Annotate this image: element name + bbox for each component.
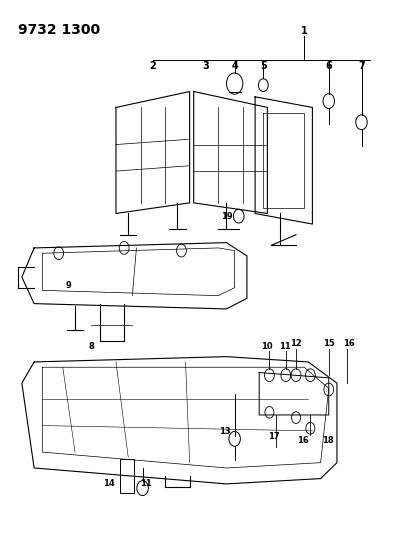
Text: 16: 16: [297, 436, 308, 445]
Text: 6: 6: [325, 61, 332, 71]
Text: 4: 4: [231, 61, 238, 71]
Text: 15: 15: [323, 339, 335, 348]
Text: 12: 12: [290, 339, 302, 348]
Bar: [120, 459, 134, 494]
Text: 3: 3: [203, 61, 209, 71]
Text: 2: 2: [150, 61, 156, 71]
Text: 7: 7: [358, 61, 365, 71]
Text: 13: 13: [219, 427, 231, 437]
Text: 9732 1300: 9732 1300: [18, 22, 100, 37]
Text: 1: 1: [301, 26, 308, 36]
Text: 8: 8: [89, 342, 94, 351]
Text: 16: 16: [342, 339, 354, 348]
Text: 5: 5: [260, 61, 267, 71]
Text: 18: 18: [322, 436, 334, 445]
Text: 14: 14: [103, 479, 115, 488]
Text: 19: 19: [221, 212, 233, 221]
Text: 9: 9: [65, 280, 71, 289]
Text: 10: 10: [261, 342, 272, 351]
Text: 11: 11: [279, 342, 290, 351]
Text: 17: 17: [268, 432, 279, 441]
Text: 11: 11: [140, 479, 151, 488]
